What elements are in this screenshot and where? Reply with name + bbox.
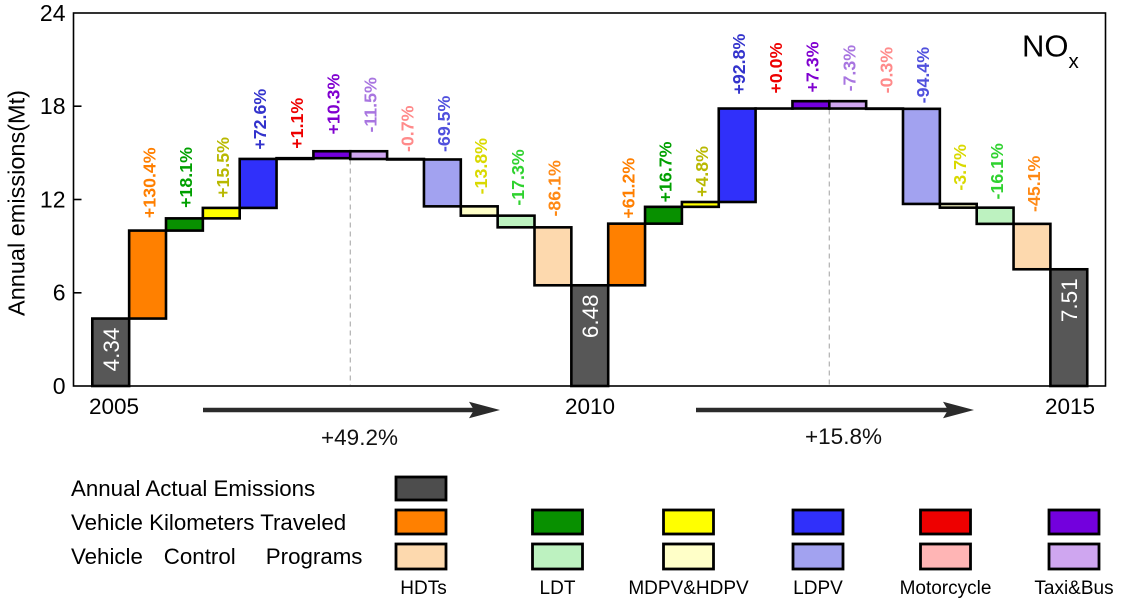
svg-text:-17.3%: -17.3% <box>508 149 528 206</box>
svg-text:MDPV&HDPV: MDPV&HDPV <box>628 578 749 599</box>
svg-text:4.34: 4.34 <box>99 328 124 372</box>
svg-text:Vehicle Kilometers Traveled: Vehicle Kilometers Traveled <box>71 510 346 535</box>
svg-text:Taxi&Bus: Taxi&Bus <box>1034 578 1113 599</box>
svg-text:-7.3%: -7.3% <box>840 45 860 92</box>
svg-text:-0.3%: -0.3% <box>876 47 896 94</box>
svg-text:-86.1%: -86.1% <box>545 160 565 217</box>
svg-text:0: 0 <box>53 373 66 399</box>
svg-text:-3.7%: -3.7% <box>950 144 970 191</box>
svg-text:-16.1%: -16.1% <box>987 143 1007 200</box>
svg-text:Programs: Programs <box>266 544 363 569</box>
svg-text:LDT: LDT <box>540 578 576 599</box>
svg-text:6.48: 6.48 <box>578 294 603 338</box>
svg-text:-11.5%: -11.5% <box>360 77 380 133</box>
svg-text:+4.8%: +4.8% <box>692 146 712 197</box>
svg-text:2010: 2010 <box>565 394 615 419</box>
svg-text:-0.7%: -0.7% <box>397 105 417 152</box>
svg-text:+72.6%: +72.6% <box>250 89 270 150</box>
svg-text:LDPV: LDPV <box>793 578 843 599</box>
svg-text:-69.5%: -69.5% <box>434 95 454 152</box>
svg-text:+0.0%: +0.0% <box>766 42 786 93</box>
svg-text:+10.3%: +10.3% <box>324 74 344 135</box>
svg-text:-13.8%: -13.8% <box>471 138 491 195</box>
svg-text:6: 6 <box>53 280 66 306</box>
svg-text:+130.4%: +130.4% <box>139 147 159 218</box>
svg-text:7.51: 7.51 <box>1057 278 1082 322</box>
svg-text:+49.2%: +49.2% <box>321 425 398 450</box>
svg-text:+15.8%: +15.8% <box>805 424 882 449</box>
svg-text:+18.1%: +18.1% <box>176 147 196 208</box>
svg-text:HDTs: HDTs <box>400 578 446 599</box>
svg-text:+92.8%: +92.8% <box>729 34 749 95</box>
svg-text:Annual Actual Emissions: Annual Actual Emissions <box>71 476 315 501</box>
svg-text:Vehicle: Vehicle <box>71 544 143 569</box>
svg-text:+7.3%: +7.3% <box>803 41 823 92</box>
svg-text:2005: 2005 <box>89 394 139 419</box>
svg-text:+1.1%: +1.1% <box>287 98 307 149</box>
svg-text:-45.1%: -45.1% <box>1024 155 1044 212</box>
svg-text:+16.7%: +16.7% <box>655 141 675 202</box>
svg-text:Annual emissions(Mt): Annual emissions(Mt) <box>4 90 30 316</box>
svg-text:+15.5%: +15.5% <box>213 137 233 198</box>
svg-text:2015: 2015 <box>1045 394 1095 419</box>
svg-text:12: 12 <box>40 186 66 212</box>
svg-text:+61.2%: +61.2% <box>618 158 638 219</box>
svg-text:18: 18 <box>40 93 66 119</box>
svg-text:24: 24 <box>40 0 66 26</box>
svg-text:Motorcycle: Motorcycle <box>900 578 992 599</box>
svg-text:Control: Control <box>164 544 236 569</box>
svg-text:-94.4%: -94.4% <box>913 47 933 104</box>
